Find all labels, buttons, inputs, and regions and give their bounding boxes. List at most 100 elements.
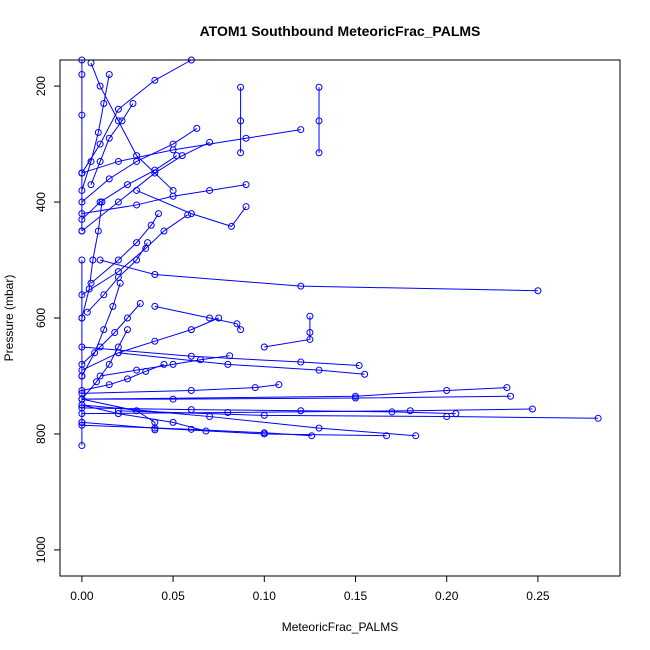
y-tick-label: 400 [34,192,48,212]
data-point [78,418,86,426]
series-line [86,242,148,313]
series-line [81,74,110,191]
data-point [233,320,241,328]
data-point [123,326,131,334]
series-line [81,363,165,391]
data-point [206,314,214,322]
data-point [173,152,181,160]
data-series-37 [78,70,113,194]
data-point [78,291,86,299]
series-line [81,384,279,394]
data-point [187,210,195,218]
data-point [206,413,214,421]
data-point [260,429,268,437]
data-point [297,282,305,290]
data-point [114,410,122,418]
data-point [242,181,250,189]
data-series-30 [78,404,460,418]
data-point [133,366,141,374]
data-point [355,362,363,370]
data-series-25 [78,211,192,299]
data-point [315,117,323,125]
data-point [114,117,122,125]
data-point [443,386,451,394]
data-point [237,326,245,334]
data-point [105,360,113,368]
series-line [81,303,141,365]
data-point [133,239,141,247]
data-point [315,366,323,374]
data-point [78,227,86,235]
data-point [412,432,420,440]
data-point [83,308,91,316]
series-line [81,214,188,296]
x-tick-label: 0.25 [526,589,550,603]
data-point [315,83,323,91]
series-line [81,127,198,203]
series-line [81,424,312,437]
data-point [87,181,95,189]
x-tick-label: 0.05 [161,589,185,603]
data-point [155,210,162,218]
series-line [81,283,121,377]
data-point [528,405,536,413]
data-point [78,198,86,206]
data-point [406,407,414,415]
data-series-29 [78,360,168,394]
chart-title: ATOM1 Southbound MeteoricFrac_PALMS [200,23,481,39]
data-point [96,82,104,90]
data-point [306,312,314,320]
data-point [160,360,168,368]
data-point [136,300,144,308]
data-point [452,410,460,418]
data-point [96,198,104,206]
series-line [81,317,219,371]
data-point [78,186,86,194]
data-series-24 [87,210,162,287]
x-tick-label: 0.10 [253,589,277,603]
data-point [227,222,235,230]
data-point [92,378,100,386]
data-point [94,227,102,235]
data-point [297,407,305,415]
data-point [105,70,113,78]
series-line [81,129,301,174]
data-point [503,384,511,392]
data-series-39 [78,326,131,403]
data-point [352,394,359,402]
data-point [151,166,159,174]
data-point [100,291,108,299]
data-point [94,128,102,136]
data-point [87,157,95,165]
data-series-32 [78,126,305,177]
data-point [206,138,214,146]
data-series-22 [78,124,201,206]
data-point [105,175,113,183]
data-point [96,256,104,264]
data-point [114,198,122,206]
series-line [90,103,134,185]
data-point [251,384,259,392]
y-tick-label: 1000 [34,536,48,563]
data-point [78,372,86,380]
series-line [81,404,416,437]
series-line [81,407,456,415]
data-point [361,370,369,378]
plot-data [78,56,602,450]
data-point [111,328,119,336]
series-line [81,201,103,319]
data-point [297,358,305,366]
data-point [78,386,86,394]
data-point [133,256,141,264]
data-point [116,279,124,287]
data-point [96,157,104,165]
data-point [144,239,152,247]
series-line [81,184,247,215]
data-series-35 [83,239,152,316]
x-axis-label: MeteoricFrac_PALMS [282,620,398,634]
series-line [81,59,192,174]
y-tick-label: 600 [34,308,48,328]
series-line [81,395,511,400]
data-series-31 [78,181,250,218]
